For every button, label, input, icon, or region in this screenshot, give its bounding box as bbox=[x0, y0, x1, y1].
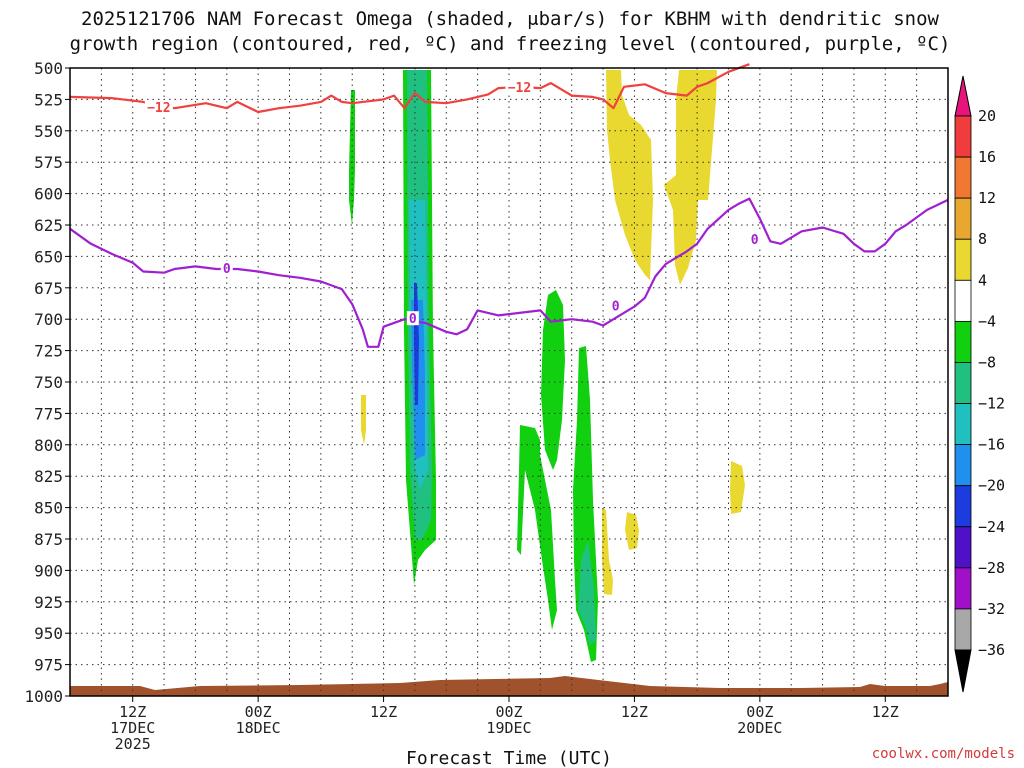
y-tick-label-750: 750 bbox=[34, 373, 63, 392]
colorbar-label-7: −12 bbox=[978, 395, 1005, 413]
x-tick-label-18-1: 18DEC bbox=[236, 719, 281, 737]
colorbar: 20 16 12 8 4 −4 −8 −12 −16 −20 −24 −28 −32 −36 bbox=[954, 75, 1005, 693]
x-tick-label-6-1: 17DEC bbox=[110, 719, 155, 737]
contour-labels: −12 −12 0 0 0 0 bbox=[144, 80, 761, 327]
contour-line-0 bbox=[69, 63, 750, 114]
y-tick-label-925: 925 bbox=[34, 593, 63, 612]
colorbar-swatch-11 bbox=[954, 567, 972, 610]
x-tick-label-42-0: 00Z bbox=[495, 703, 522, 721]
contour-label-0-0: −12 bbox=[147, 101, 170, 116]
colorbar-label-1: 16 bbox=[978, 148, 996, 166]
colorbar-swatch-9 bbox=[954, 485, 972, 528]
x-axis-label: Forecast Time (UTC) bbox=[406, 748, 612, 768]
credit-text: coolwx.com/models bbox=[872, 746, 1015, 762]
colorbar-label-10: −24 bbox=[978, 518, 1005, 536]
pressure-axis: 500 525 550 575 600 625 650 675 700 725 750 775 800 8… bbox=[24, 59, 70, 706]
colorbar-swatch-6 bbox=[954, 362, 972, 404]
colorbar-swatch-2 bbox=[954, 197, 972, 240]
contour-label-1-2: 0 bbox=[612, 300, 620, 315]
colorbar-label-8: −16 bbox=[978, 436, 1005, 454]
colorbar-top-arrow bbox=[954, 75, 972, 117]
colorbar-swatch-1 bbox=[954, 156, 972, 199]
x-tick-label-6-2: 2025 bbox=[115, 735, 151, 753]
omega-region-yellow-a bbox=[606, 70, 653, 280]
omega-region-yellow-c bbox=[730, 461, 745, 514]
colorbar-swatch-0 bbox=[954, 115, 972, 158]
omega-shading bbox=[349, 70, 745, 662]
omega-region-yellow-e bbox=[602, 508, 613, 595]
y-tick-label-675: 675 bbox=[34, 279, 63, 298]
colorbar-label-0: 20 bbox=[978, 107, 996, 125]
omega-region-yellow-f bbox=[361, 395, 366, 445]
y-tick-label-875: 875 bbox=[34, 530, 63, 549]
y-tick-label-525: 525 bbox=[34, 90, 63, 109]
colorbar-swatch-8 bbox=[954, 444, 972, 487]
omega-region-yellow-d bbox=[625, 512, 639, 550]
contour-label-bg-1-2 bbox=[609, 298, 622, 313]
y-tick-label-600: 600 bbox=[34, 185, 63, 204]
colorbar-label-5: −4 bbox=[978, 312, 996, 330]
x-tick-label-54-0: 12Z bbox=[621, 703, 648, 721]
contour-label-bg-1-3 bbox=[748, 232, 761, 247]
y-tick-label-725: 725 bbox=[34, 342, 63, 361]
temperature-contours bbox=[69, 63, 949, 348]
x-tick-label-66-1: 20DEC bbox=[737, 719, 782, 737]
colorbar-bottom-arrow bbox=[954, 649, 972, 693]
gridlines bbox=[70, 68, 948, 696]
contour-label-bg-1-1 bbox=[406, 311, 419, 326]
colorbar-label-3: 8 bbox=[978, 230, 987, 248]
contour-label-1-1: 0 bbox=[409, 312, 417, 327]
y-tick-label-850: 850 bbox=[34, 499, 63, 518]
x-tick-label-42-1: 19DEC bbox=[486, 719, 531, 737]
contour-line-1 bbox=[69, 197, 949, 348]
y-tick-label-500: 500 bbox=[34, 59, 63, 78]
contour-label-1-0: 0 bbox=[223, 262, 231, 277]
y-tick-label-650: 650 bbox=[34, 247, 63, 266]
y-tick-label-900: 900 bbox=[34, 561, 63, 580]
y-tick-label-950: 950 bbox=[34, 624, 63, 643]
contour-label-bg-0-0 bbox=[144, 100, 173, 115]
colorbar-swatch-3 bbox=[954, 238, 972, 281]
y-tick-label-575: 575 bbox=[34, 153, 63, 172]
colorbar-swatch-10 bbox=[954, 526, 972, 569]
y-tick-label-625: 625 bbox=[34, 216, 63, 235]
x-tick-label-78-0: 12Z bbox=[872, 703, 899, 721]
contour-label-1-3: 0 bbox=[751, 233, 759, 248]
y-tick-label-1000: 1000 bbox=[24, 687, 63, 706]
y-tick-label-700: 700 bbox=[34, 310, 63, 329]
x-tick-label-30-0: 12Z bbox=[370, 703, 397, 721]
colorbar-swatch-4 bbox=[954, 279, 972, 322]
x-tick-label-6-0: 12Z bbox=[119, 703, 146, 721]
chart-title-line2: growth region (contoured, red, ºC) and f… bbox=[70, 33, 951, 55]
y-tick-label-800: 800 bbox=[34, 436, 63, 455]
colorbar-swatch-12 bbox=[954, 608, 972, 651]
y-tick-label-975: 975 bbox=[34, 656, 63, 675]
y-tick-label-550: 550 bbox=[34, 122, 63, 141]
colorbar-label-12: −32 bbox=[978, 600, 1005, 618]
x-tick-label-66-0: 00Z bbox=[746, 703, 773, 721]
contour-label-bg-0-1 bbox=[505, 80, 534, 95]
omega-region-teal-19dec bbox=[578, 540, 596, 645]
contour-label-0-1: −12 bbox=[508, 81, 531, 96]
y-tick-label-775: 775 bbox=[34, 404, 63, 423]
chart-title-line1: 2025121706 NAM Forecast Omega (shaded, μ… bbox=[81, 8, 939, 30]
colorbar-label-13: −36 bbox=[978, 641, 1005, 659]
colorbar-label-4: 4 bbox=[978, 271, 987, 289]
omega-region-green-19dec-b bbox=[541, 290, 565, 470]
colorbar-label-2: 12 bbox=[978, 189, 996, 207]
colorbar-label-6: −8 bbox=[978, 353, 996, 371]
colorbar-swatch-5 bbox=[954, 320, 972, 363]
colorbar-label-9: −20 bbox=[978, 477, 1005, 495]
omega-region-yellow-b bbox=[664, 70, 717, 285]
y-tick-label-825: 825 bbox=[34, 467, 63, 486]
x-tick-label-18-0: 00Z bbox=[245, 703, 272, 721]
colorbar-swatch-7 bbox=[954, 403, 972, 446]
contour-label-bg-1-0 bbox=[220, 260, 233, 275]
colorbar-label-11: −28 bbox=[978, 559, 1005, 577]
